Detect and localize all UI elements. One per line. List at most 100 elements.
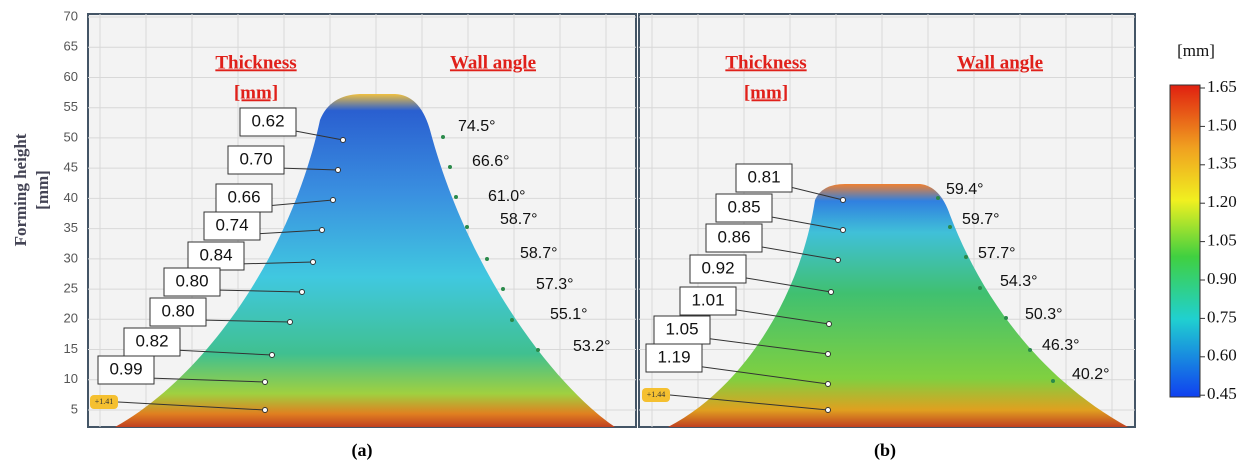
thickness-value: 1.01	[691, 290, 724, 309]
thickness-header: Thickness	[215, 52, 296, 73]
leader-dot	[311, 260, 316, 265]
y-tick-label: 20	[64, 311, 78, 326]
angle-marker	[536, 348, 540, 352]
colorbar-label: 0.90	[1207, 269, 1237, 288]
wall-angle: 57.3°	[536, 276, 574, 293]
wall-angle: 58.7°	[520, 245, 558, 262]
thickness-value: 0.99	[109, 359, 142, 378]
angle-marker	[1028, 348, 1032, 352]
thickness-value: 0.85	[727, 197, 760, 216]
leader-dot	[288, 320, 293, 325]
y-axis-unit: [mm]	[33, 170, 52, 210]
colorbar-label: 1.65	[1207, 77, 1237, 96]
angle-marker	[465, 225, 469, 229]
y-axis-label: Forming height	[11, 133, 30, 246]
angle-marker	[448, 165, 452, 169]
y-tick-label: 35	[64, 220, 78, 235]
colorbar-label: 1.35	[1207, 154, 1237, 173]
leader-dot	[841, 228, 846, 233]
wall-angle: 54.3°	[1000, 273, 1038, 290]
thickness-unit: [mm]	[234, 82, 278, 103]
panel-caption: (a)	[352, 440, 373, 461]
y-tick-label: 10	[64, 371, 78, 386]
angle-marker	[978, 286, 982, 290]
y-tick-label: 70	[64, 8, 78, 23]
angle-marker	[510, 318, 514, 322]
y-tick-label: 65	[64, 39, 78, 54]
thickness-value: 1.05	[665, 319, 698, 338]
y-tick-label: 40	[64, 190, 78, 205]
angle-marker	[1051, 379, 1055, 383]
wall-angle-header: Wall angle	[957, 52, 1043, 73]
thickness-header: Thickness	[725, 52, 806, 73]
thickness-value: 0.70	[239, 149, 272, 168]
leader-dot	[331, 198, 336, 203]
thickness-value: 0.74	[215, 215, 248, 234]
wall-angle: 57.7°	[978, 245, 1016, 262]
wall-angle: 61.0°	[488, 188, 526, 205]
colorbar-label: 1.50	[1207, 115, 1237, 134]
panel-caption: (b)	[874, 440, 896, 461]
figure: Forming height [mm] [mm] 70 65 60 55 50 45 40 3…	[0, 0, 1251, 468]
angle-marker	[485, 257, 489, 261]
leader-dot	[270, 353, 275, 358]
thickness-value: 0.84	[199, 245, 232, 264]
angle-marker	[948, 225, 952, 229]
thickness-value: 0.86	[717, 227, 750, 246]
wall-angle: 59.4°	[946, 181, 984, 198]
y-tick-label: 15	[64, 341, 78, 356]
wall-angle: 59.7°	[962, 211, 1000, 228]
leader-dot	[341, 138, 346, 143]
angle-marker	[501, 287, 505, 291]
colorbar-label: 0.75	[1207, 307, 1237, 326]
angle-marker	[1004, 316, 1008, 320]
leader-dot	[826, 352, 831, 357]
y-tick-label: 60	[64, 69, 78, 84]
y-tick-label: 30	[64, 250, 78, 265]
colorbar-label: 0.45	[1207, 384, 1237, 403]
colorbar	[1170, 85, 1200, 397]
angle-marker	[441, 135, 445, 139]
leader-dot	[836, 258, 841, 263]
colorbar-label: 1.20	[1207, 192, 1237, 211]
thickness-badge: +1.44	[647, 390, 666, 399]
wall-angle: 50.3°	[1025, 306, 1063, 323]
leader-dot	[826, 382, 831, 387]
leader-dot	[263, 380, 268, 385]
wall-angle: 46.3°	[1042, 337, 1080, 354]
leader-dot	[300, 290, 305, 295]
wall-angle: 55.1°	[550, 306, 588, 323]
colorbar-label: 1.05	[1207, 231, 1237, 250]
y-tick-label: 25	[64, 281, 78, 296]
leader-dot	[320, 228, 325, 233]
wall-angle: 74.5°	[458, 118, 496, 135]
thickness-value: 0.80	[175, 271, 208, 290]
colorbar-unit: [mm]	[1177, 41, 1215, 60]
thickness-value: 0.62	[251, 111, 284, 130]
wall-angle: 66.6°	[472, 153, 510, 170]
leader-dot	[827, 322, 832, 327]
angle-marker	[936, 196, 940, 200]
thickness-value: 0.80	[161, 301, 194, 320]
thickness-value: 0.81	[747, 167, 780, 186]
wall-angle: 40.2°	[1072, 366, 1110, 383]
wall-angle: 58.7°	[500, 211, 538, 228]
leader-dot	[829, 290, 834, 295]
wall-angle-header: Wall angle	[450, 52, 536, 73]
y-tick-label: 5	[71, 401, 78, 416]
leader-dot	[336, 168, 341, 173]
leader-dot	[841, 198, 846, 203]
thickness-value: 0.92	[701, 258, 734, 277]
thickness-unit: [mm]	[744, 82, 788, 103]
y-tick-label: 55	[64, 99, 78, 114]
y-tick-label: 45	[64, 160, 78, 175]
thickness-value: 0.82	[135, 331, 168, 350]
wall-angle: 53.2°	[573, 338, 611, 355]
angle-marker	[454, 195, 458, 199]
thickness-value: 0.66	[227, 187, 260, 206]
angle-marker	[964, 255, 968, 259]
thickness-value: 1.19	[657, 347, 690, 366]
thickness-badge: +1.41	[95, 397, 114, 406]
y-tick-label: 50	[64, 129, 78, 144]
leader-dot	[263, 408, 268, 413]
